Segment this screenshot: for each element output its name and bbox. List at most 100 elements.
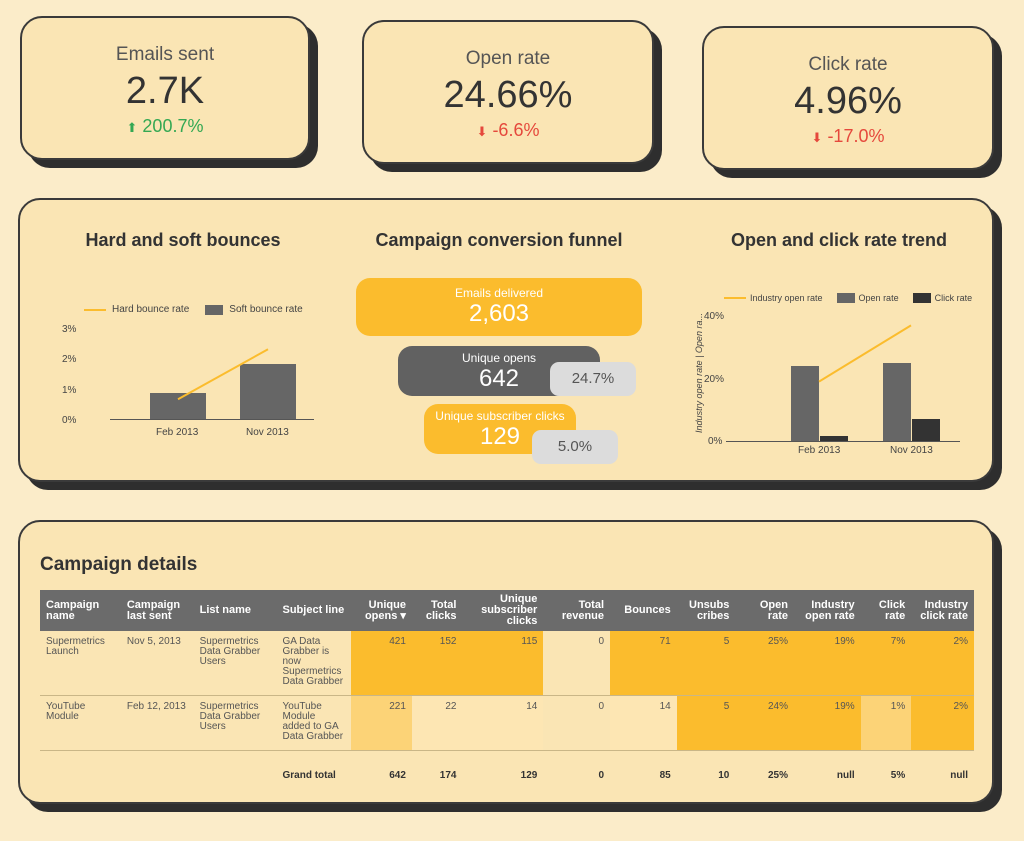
table-cell: 71 — [610, 631, 677, 696]
column-header[interactable]: Industry open rate — [793, 590, 861, 631]
funnel-value: 129 — [479, 423, 521, 450]
column-header[interactable]: Click rate — [860, 590, 912, 631]
kpi-value: 2.7K — [125, 70, 205, 112]
x-tick: Feb 2013 — [798, 445, 841, 456]
table-cell: Supermetrics Data Grabber Users — [193, 631, 277, 696]
table-cell: 14 — [462, 695, 544, 751]
table-cell: 5 — [676, 631, 736, 696]
total-cell — [121, 751, 194, 802]
total-cell — [194, 751, 277, 802]
kpi-value: 24.66% — [443, 74, 573, 116]
y-axis-label: Industry open rate | Open ra... — [694, 313, 704, 433]
legend-soft-bounce: Soft bounce rate — [229, 304, 303, 315]
bounces-x-axis — [110, 419, 314, 420]
funnel-value: 642 — [478, 365, 520, 392]
funnel-clicks-percent: 5.0% — [532, 430, 618, 464]
table-cell: Nov 5, 2013 — [120, 631, 194, 696]
legend-hard-bounce: Hard bounce rate — [112, 304, 190, 315]
table-cell: 421 — [351, 631, 412, 696]
column-header[interactable]: Total clicks — [411, 590, 463, 631]
column-header[interactable]: Industry click rate — [911, 590, 974, 631]
total-cell: 5% — [890, 770, 906, 781]
trend-x-axis — [726, 441, 960, 442]
table-cell: 22 — [411, 695, 463, 751]
table-body: Supermetrics Launch Nov 5, 2013 Supermetri… — [40, 631, 974, 801]
click-rate-bar-feb-2013 — [820, 436, 848, 441]
table-cell: 14 — [610, 695, 677, 751]
kpi-delta: ⬇ -17.0% — [704, 126, 992, 147]
table-cell: 0 — [543, 695, 611, 751]
legend-industry-open: Industry open rate — [750, 293, 823, 303]
legend-bar-swatch-dark — [912, 293, 931, 303]
table-cell: Feb 12, 2013 — [120, 695, 194, 751]
total-cell: 85 — [659, 770, 671, 781]
column-header[interactable]: Unique opens ▾ — [351, 590, 412, 631]
table-cell: 7% — [860, 631, 912, 696]
legend-open-rate: Open rate — [858, 293, 899, 303]
total-cell: 174 — [439, 770, 457, 781]
funnel-label: Unique subscriber clicks — [435, 409, 565, 423]
trend-legend: Industry open rate Open rate Click rate — [724, 293, 972, 303]
table-cell: 24% — [735, 695, 794, 751]
kpi-label: Emails sent — [115, 44, 215, 65]
table-cell: YouTube Module — [40, 695, 121, 751]
table-cell: 19% — [793, 631, 861, 696]
table-header-row: Campaign name Campaign last sent List name… — [40, 590, 974, 631]
kpi-delta-value: -6.6% — [492, 120, 540, 140]
total-cell: null — [836, 770, 855, 781]
kpi-delta: ⬆ 200.7% — [22, 116, 308, 137]
table-row[interactable]: YouTube Module Feb 12, 2013 Supermetrics D… — [40, 695, 974, 751]
column-header[interactable]: Subject line — [276, 590, 352, 631]
arrow-up-icon: ⬆ — [126, 120, 138, 135]
funnel-title: Campaign conversion funnel — [375, 230, 623, 250]
campaign-details-table: Campaign name Campaign last sent List name… — [40, 590, 974, 801]
total-cell: 642 — [389, 770, 406, 781]
table-cell: 5 — [676, 695, 736, 751]
column-header[interactable]: Unsubs cribes — [676, 590, 736, 631]
soft-bounce-bar-nov-2013 — [240, 364, 296, 419]
open-rate-bar-nov-2013 — [883, 362, 911, 441]
table-cell: 115 — [462, 631, 544, 696]
y-tick: 2% — [62, 354, 77, 365]
charts-card: Hard and soft bounces Hard bounce rate S… — [18, 198, 994, 482]
table-row[interactable]: Supermetrics Launch Nov 5, 2013 Supermetri… — [40, 631, 974, 696]
table-cell: 152 — [411, 631, 463, 696]
column-header[interactable]: List name — [193, 590, 277, 631]
column-header[interactable]: Bounces — [610, 590, 677, 631]
grand-total-row: Grand total 642 174 129 0 85 10 25% null 5% null — [40, 751, 974, 802]
column-header[interactable]: Unique subscriber clicks — [462, 590, 544, 631]
bounces-legend: Hard bounce rate Soft bounce rate — [84, 304, 303, 315]
column-header[interactable]: Campaign last sent — [120, 590, 194, 631]
arrow-down-icon: ⬇ — [476, 124, 488, 139]
table-cell: YouTube Module added to GA Data Grabber — [276, 695, 352, 751]
arrow-down-icon: ⬇ — [811, 130, 823, 145]
kpi-emails-sent-card: Emails sent 2.7K ⬆ 200.7% — [20, 16, 310, 160]
funnel-unique-subscriber-clicks: Unique subscriber clicks 129 — [424, 404, 576, 454]
table-cell: GA Data Grabber is now Supermetrics Data… — [276, 631, 352, 696]
column-header[interactable]: Campaign name — [40, 590, 121, 631]
legend-bar-swatch — [836, 293, 855, 303]
total-cell: 10 — [718, 770, 730, 781]
table-cell: 221 — [351, 695, 412, 751]
legend-click-rate: Click rate — [934, 293, 973, 303]
y-tick: 0% — [708, 436, 723, 447]
total-cell: Grand total — [282, 770, 336, 781]
kpi-value: 4.96% — [794, 80, 902, 122]
x-tick: Feb 2013 — [156, 427, 199, 438]
table-cell: 25% — [735, 631, 794, 696]
column-header[interactable]: Total revenue — [543, 590, 611, 631]
legend-line-swatch — [84, 308, 106, 311]
soft-bounce-bar-feb-2013 — [150, 393, 206, 419]
funnel-opens-percent: 24.7% — [550, 362, 636, 396]
kpi-delta-value: -17.0% — [827, 126, 885, 146]
open-rate-bar-feb-2013 — [791, 366, 819, 441]
y-tick: 1% — [62, 385, 77, 396]
funnel-emails-delivered: Emails delivered 2,603 — [356, 278, 642, 336]
table-cell: 2% — [911, 631, 974, 696]
column-header[interactable]: Open rate — [735, 590, 794, 631]
table-cell: 2% — [911, 695, 974, 751]
total-cell: null — [950, 770, 968, 781]
total-cell: 129 — [520, 770, 538, 781]
total-cell: 0 — [598, 770, 605, 781]
campaign-details-card: Campaign details Campaign name Campaign l… — [18, 520, 994, 804]
